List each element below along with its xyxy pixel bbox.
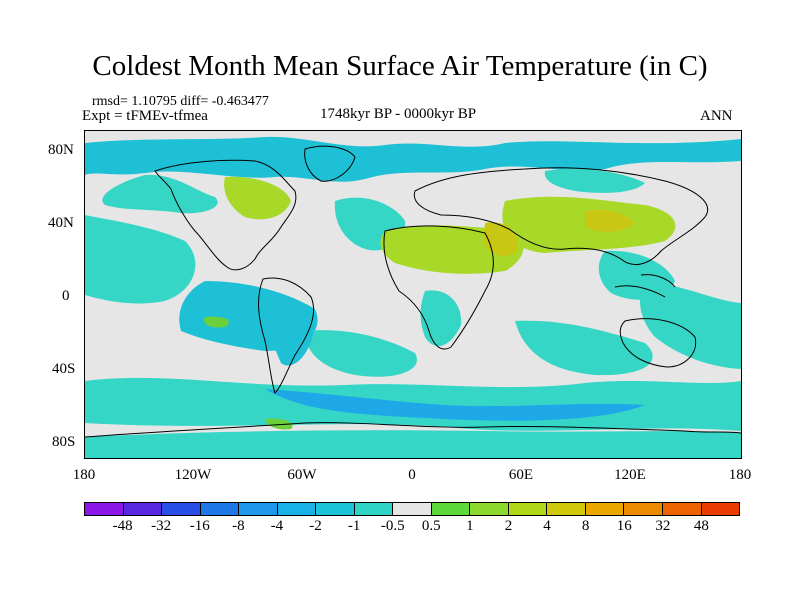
coast-africa [383, 225, 494, 350]
season-label: ANN [700, 108, 733, 124]
colorbar-swatch [700, 502, 741, 516]
coast-north-america [154, 159, 297, 271]
lon-label-0: 0 [408, 467, 416, 483]
colorbar-swatch [584, 502, 625, 516]
colorbar-swatch [84, 502, 124, 516]
colorbar-swatch [507, 502, 548, 516]
colorbar-swatch [315, 502, 355, 516]
map-title: Coldest Month Mean Surface Air Temperatu… [92, 50, 708, 82]
field-africa-south [420, 290, 462, 347]
colorbar-label: 4 [543, 518, 551, 534]
coast-eurasia [413, 167, 708, 266]
colorbar-label: -1 [347, 518, 361, 534]
lon-label-180e: 180 [728, 467, 752, 483]
lat-label-40n: 40N [48, 215, 74, 231]
colorbar-label: 0.5 [421, 518, 441, 534]
field-south-pacific-band [265, 389, 645, 421]
field-arctic-cool [85, 136, 741, 182]
field-pacific-green-patch [204, 316, 229, 328]
coast-south-america [258, 277, 315, 394]
lon-label-120w: 120W [174, 467, 212, 483]
field-tibet-orange [585, 209, 635, 232]
colorbar-label: -2 [309, 518, 322, 534]
colorbar-swatch [546, 502, 586, 516]
coast-greenland [304, 145, 356, 182]
colorbar-swatch [199, 502, 240, 516]
colorbar-label: 32 [655, 518, 671, 534]
period-label: 1748kyr BP - 0000kyr BP [320, 106, 477, 122]
lon-label-60w: 60W [287, 467, 317, 483]
colorbar-swatch [353, 502, 394, 516]
colorbar-swatch [392, 502, 432, 516]
experiment-label: Expt = tFMEv-tfmea [82, 108, 208, 124]
coast-indonesia [614, 274, 676, 298]
colorbar-label: 8 [581, 518, 590, 534]
field-south-atlantic [305, 330, 417, 377]
colorbar-label: 16 [616, 518, 632, 534]
colorbar-swatch [161, 502, 201, 516]
field-antarctic-edge [265, 418, 293, 430]
lat-label-80n: 80N [48, 142, 74, 158]
colorbar-label: -0.5 [380, 518, 405, 534]
lat-label-80s: 80S [52, 434, 76, 450]
lat-label-0: 0 [62, 288, 70, 304]
colorbar-swatch [430, 502, 471, 516]
colorbar-swatch [276, 502, 317, 516]
field-south-america [269, 300, 314, 366]
field-east-pacific [640, 281, 741, 369]
colorbar-label: -32 [151, 518, 172, 534]
field-antarctica-cool [85, 430, 741, 458]
colorbar-label: 1 [466, 518, 474, 534]
colorbar-label: -8 [232, 518, 245, 534]
field-pacific-west [85, 215, 196, 304]
field-se-asia [598, 250, 675, 300]
coastline [85, 145, 741, 438]
lat-label-40s: 40S [52, 361, 76, 377]
field-siberia-cool [544, 168, 645, 193]
temperature-map [84, 130, 742, 459]
colorbar-swatch [122, 502, 163, 516]
colorbar-swatch [238, 502, 278, 516]
colorbar [84, 502, 741, 516]
colorbar-label: -16 [189, 518, 210, 534]
field-indian-ocean [515, 320, 653, 376]
coast-australia [619, 318, 697, 368]
temperature-field [85, 136, 741, 458]
lon-label-180w: 180 [72, 467, 96, 483]
field-na-warm [224, 176, 291, 220]
colorbar-label: 2 [504, 518, 513, 534]
lon-label-120e: 120E [614, 467, 646, 483]
colorbar-swatch [469, 502, 509, 516]
colorbar-label: -48 [112, 518, 133, 534]
colorbar-swatch [661, 502, 702, 516]
stats-text: rmsd= 1.10795 diff= -0.463477 [92, 94, 269, 109]
colorbar-label: 48 [693, 518, 709, 534]
colorbar-label: -4 [270, 518, 284, 534]
coast-antarctica [85, 422, 741, 438]
field-north-pacific [102, 174, 218, 214]
lon-label-60e: 60E [508, 467, 534, 483]
colorbar-swatch [623, 502, 663, 516]
